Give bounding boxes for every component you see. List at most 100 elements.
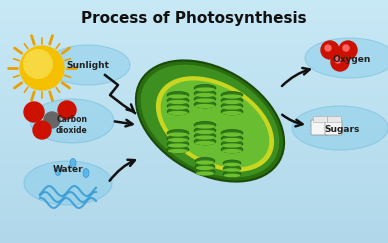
Ellipse shape: [30, 99, 114, 143]
Bar: [0, 231, 388, 237]
Bar: [0, 103, 388, 109]
Ellipse shape: [70, 158, 76, 167]
Ellipse shape: [195, 87, 215, 92]
Ellipse shape: [223, 171, 241, 177]
Ellipse shape: [194, 132, 216, 139]
Bar: [0, 79, 388, 85]
Ellipse shape: [221, 140, 243, 148]
Ellipse shape: [292, 106, 388, 150]
Ellipse shape: [24, 161, 112, 205]
FancyBboxPatch shape: [325, 120, 342, 135]
Bar: [0, 49, 388, 55]
Ellipse shape: [224, 174, 240, 177]
Circle shape: [58, 101, 76, 119]
Ellipse shape: [222, 138, 242, 142]
Circle shape: [339, 41, 357, 59]
Ellipse shape: [167, 130, 189, 137]
FancyBboxPatch shape: [314, 116, 327, 122]
Circle shape: [24, 102, 44, 122]
Bar: [0, 188, 388, 194]
Ellipse shape: [222, 111, 242, 115]
Ellipse shape: [161, 80, 269, 168]
Bar: [0, 109, 388, 115]
Ellipse shape: [196, 160, 214, 165]
Ellipse shape: [195, 168, 215, 175]
Ellipse shape: [195, 157, 215, 165]
Ellipse shape: [195, 163, 215, 170]
Ellipse shape: [194, 85, 216, 92]
Ellipse shape: [168, 111, 188, 115]
Bar: [0, 152, 388, 158]
Bar: [0, 176, 388, 182]
Ellipse shape: [221, 97, 243, 104]
Circle shape: [321, 41, 339, 59]
Text: Water: Water: [53, 165, 83, 174]
Ellipse shape: [194, 138, 216, 145]
Bar: [0, 128, 388, 134]
Bar: [0, 18, 388, 24]
Ellipse shape: [195, 98, 215, 103]
Ellipse shape: [168, 105, 188, 110]
Bar: [0, 24, 388, 30]
Text: Carbon
dioxide: Carbon dioxide: [56, 115, 88, 135]
Ellipse shape: [167, 97, 189, 104]
Bar: [0, 97, 388, 103]
Bar: [0, 170, 388, 176]
Ellipse shape: [221, 103, 243, 110]
Ellipse shape: [168, 132, 188, 137]
Ellipse shape: [156, 76, 274, 172]
FancyBboxPatch shape: [311, 120, 328, 135]
Bar: [0, 67, 388, 73]
Bar: [0, 73, 388, 79]
Ellipse shape: [194, 127, 216, 134]
Ellipse shape: [222, 149, 242, 153]
Circle shape: [343, 45, 349, 51]
Bar: [0, 164, 388, 170]
Ellipse shape: [196, 171, 214, 176]
Ellipse shape: [195, 130, 215, 134]
Ellipse shape: [195, 141, 215, 145]
Bar: [0, 12, 388, 18]
Ellipse shape: [168, 100, 188, 104]
Ellipse shape: [168, 138, 188, 142]
Bar: [0, 237, 388, 243]
Bar: [0, 91, 388, 97]
Text: Oxygen: Oxygen: [333, 55, 371, 64]
Text: Sugars: Sugars: [324, 125, 360, 134]
Ellipse shape: [221, 92, 243, 98]
Bar: [0, 30, 388, 36]
Ellipse shape: [221, 135, 243, 142]
Ellipse shape: [83, 168, 89, 177]
Bar: [0, 55, 388, 61]
Bar: [0, 140, 388, 146]
FancyBboxPatch shape: [327, 116, 341, 122]
Ellipse shape: [167, 92, 189, 98]
Bar: [0, 158, 388, 164]
Bar: [0, 219, 388, 225]
Bar: [0, 194, 388, 200]
Ellipse shape: [141, 65, 279, 177]
Circle shape: [325, 45, 331, 51]
Circle shape: [24, 50, 52, 78]
Bar: [0, 213, 388, 219]
Ellipse shape: [167, 146, 189, 153]
Circle shape: [331, 53, 349, 71]
Ellipse shape: [223, 165, 241, 172]
Bar: [0, 182, 388, 188]
Ellipse shape: [167, 140, 189, 148]
Ellipse shape: [222, 100, 242, 104]
Ellipse shape: [168, 149, 188, 153]
Bar: [0, 122, 388, 128]
Ellipse shape: [224, 168, 240, 172]
Ellipse shape: [195, 135, 215, 139]
Ellipse shape: [305, 38, 388, 78]
Circle shape: [33, 121, 51, 139]
Text: Sunlight: Sunlight: [66, 61, 109, 69]
Ellipse shape: [223, 160, 241, 166]
Ellipse shape: [167, 103, 189, 110]
Ellipse shape: [194, 95, 216, 103]
Bar: [0, 36, 388, 43]
Ellipse shape: [195, 93, 215, 97]
Ellipse shape: [136, 61, 284, 182]
Circle shape: [20, 46, 64, 90]
